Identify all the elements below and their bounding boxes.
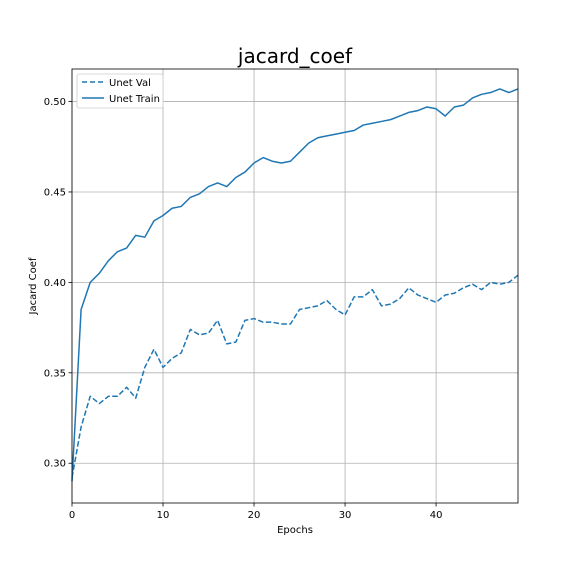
x-tick-label: 30 (339, 510, 352, 521)
chart-title: jacard_coef (237, 44, 353, 68)
series-layer (71, 88, 519, 482)
plot-area: 0 10 20 30 40 0.30 0.35 0.40 0.45 0.50 (44, 68, 519, 521)
legend-label-unet-train: Unet Train (109, 94, 160, 105)
series-line-unet-val (71, 274, 519, 478)
legend: Unet Val Unet Train (76, 73, 164, 109)
y-tick-label: 0.30 (44, 459, 66, 470)
y-tick-label: 0.35 (44, 368, 66, 379)
series-line-unet-train (71, 88, 519, 482)
y-tick-label: 0.40 (44, 278, 66, 289)
x-tick-label: 0 (69, 510, 75, 521)
y-tick-label: 0.50 (44, 97, 66, 108)
legend-label-unet-val: Unet Val (109, 78, 151, 89)
grid (71, 69, 518, 503)
y-tick-label: 0.45 (44, 187, 66, 198)
x-axis-label: Epochs (277, 525, 313, 536)
plot-frame (71, 68, 519, 504)
x-tick-label: 20 (248, 510, 261, 521)
x-tick-label: 10 (157, 510, 170, 521)
plot-background (72, 69, 518, 503)
ticks: 0 10 20 30 40 0.30 0.35 0.40 0.45 0.50 (44, 97, 443, 521)
y-axis-label: Jacard Coef (28, 257, 39, 315)
x-tick-label: 40 (430, 510, 443, 521)
